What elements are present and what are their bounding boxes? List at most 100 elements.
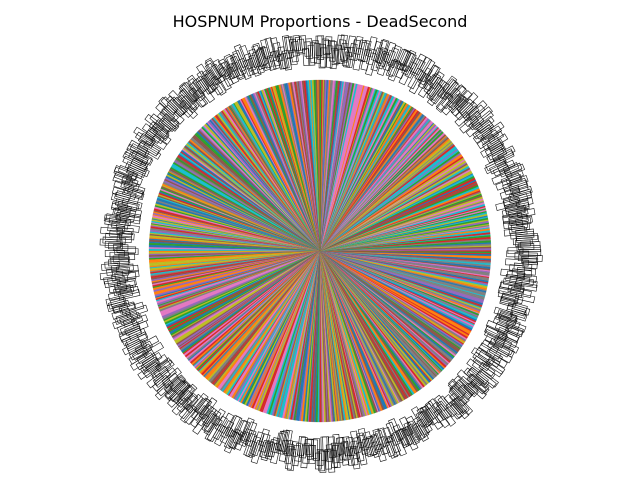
slice-label [282, 49, 292, 71]
slice-label [102, 236, 126, 245]
slice-label [312, 40, 320, 59]
slice-label [507, 247, 524, 255]
slice-label [130, 157, 149, 171]
slice-label [118, 253, 136, 261]
slice-label [307, 445, 315, 461]
slice-label [150, 135, 168, 151]
slice-label [226, 66, 240, 85]
slice-label [121, 175, 139, 188]
slice-label [242, 59, 255, 77]
slice-label [158, 96, 178, 116]
slice-label [178, 403, 194, 420]
slice-label [484, 158, 507, 175]
slice-label [188, 87, 207, 108]
slice-label [398, 65, 413, 86]
slice-label [128, 343, 153, 361]
slice-label [119, 286, 140, 297]
slice-label [281, 35, 293, 60]
slice-label [515, 217, 532, 226]
slice-label [220, 420, 235, 439]
slice-label [197, 398, 213, 416]
slice-label [497, 159, 516, 173]
slice-label [411, 422, 426, 441]
slice-label [332, 434, 341, 457]
slice-label [510, 223, 531, 232]
chart-title: HOSPNUM Proportions - DeadSecond [172, 12, 468, 31]
slice-label [487, 340, 511, 358]
slice-label [154, 383, 173, 401]
slice-label [310, 439, 319, 459]
slice-label [424, 64, 441, 86]
slice-label [502, 162, 520, 175]
slice-label [284, 36, 294, 59]
slice-label [112, 255, 129, 263]
slice-label [401, 426, 419, 451]
pie-slices [148, 79, 492, 423]
slice-label [463, 110, 482, 128]
slice-label [177, 94, 193, 110]
slice-label [427, 398, 443, 416]
slice-label [248, 54, 262, 77]
slice-label [508, 179, 529, 192]
slice-label [350, 430, 361, 454]
slice-label [109, 229, 133, 239]
slice-label [501, 292, 524, 305]
slice-label [397, 428, 410, 446]
slice-label [129, 143, 150, 159]
slice-label [211, 408, 226, 427]
slice-label [104, 250, 125, 257]
slice-label [415, 424, 429, 442]
slice-label [214, 415, 228, 432]
slice-label [482, 360, 504, 378]
slice-label [454, 111, 471, 127]
slice-label [325, 444, 334, 463]
slice-label [111, 302, 129, 313]
slice-label [168, 90, 187, 109]
slice-label [396, 48, 409, 67]
slice-label [496, 309, 518, 322]
slice-label [336, 34, 345, 51]
slice-label [382, 49, 396, 72]
slice-label [327, 448, 336, 473]
slice-label [475, 115, 495, 133]
slice-label [123, 186, 144, 199]
slice-label [125, 338, 143, 352]
slice-label [506, 250, 530, 258]
slice-label [515, 232, 539, 242]
slice-label [134, 340, 153, 355]
slice-label [414, 56, 433, 82]
slice-label [192, 78, 207, 95]
slice-label [192, 413, 210, 435]
slice-label [408, 70, 427, 95]
slice-label [475, 346, 492, 361]
slice-label [417, 79, 433, 98]
slice-label [111, 220, 129, 230]
slice-label [463, 367, 485, 387]
slice-label [130, 352, 155, 371]
slice-label [505, 274, 531, 284]
slice-label [176, 396, 193, 413]
slice-label [499, 281, 525, 293]
slice-label [435, 403, 456, 427]
slice-label [100, 226, 124, 236]
slice-label [167, 389, 185, 408]
slice-label [341, 440, 351, 461]
slice-label [503, 163, 526, 178]
slice-label [500, 172, 521, 186]
slice-label [485, 156, 507, 172]
slice-label [294, 443, 303, 462]
slice-label [418, 67, 433, 86]
slice-label [218, 62, 232, 80]
slice-label [505, 174, 523, 186]
slice-label [475, 124, 493, 140]
slice-label [200, 73, 217, 93]
slice-label [169, 381, 191, 403]
slice-label [509, 276, 535, 287]
slice-label [110, 256, 131, 265]
slice-label [277, 53, 287, 70]
slice-label [499, 295, 516, 306]
slice-label [481, 121, 505, 141]
slice-label [317, 35, 325, 60]
slice-label [417, 73, 432, 90]
slice-label [138, 140, 160, 157]
